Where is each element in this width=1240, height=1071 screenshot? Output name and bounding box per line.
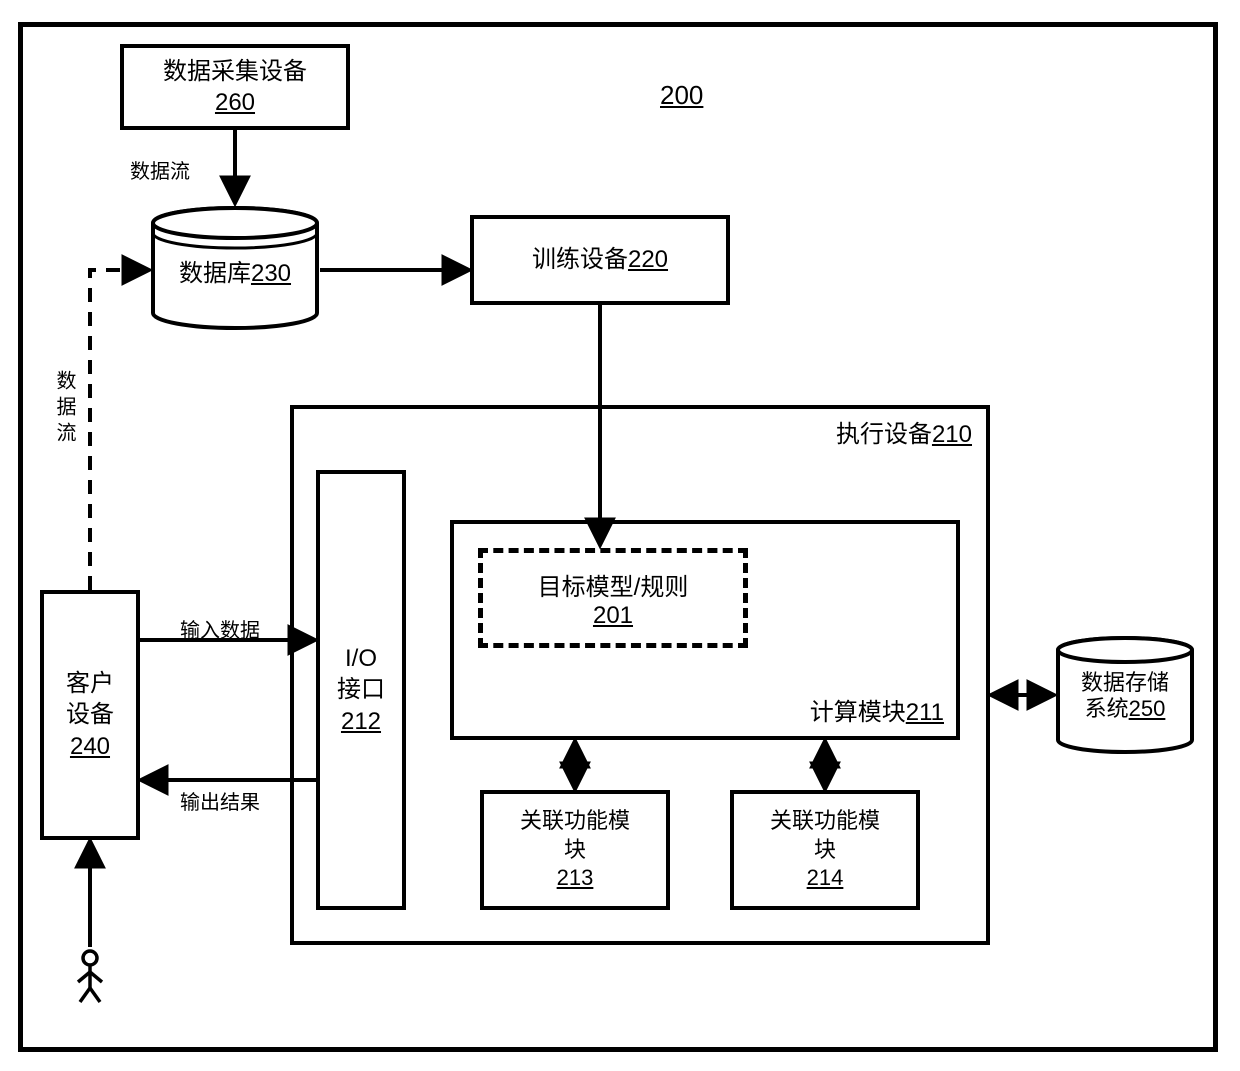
edge-label-data-flow-2: 数据流 xyxy=(50,370,79,448)
node-number: 210 xyxy=(932,421,972,448)
node-label-line1: 客户 xyxy=(66,668,114,699)
node-label-line1: I/O xyxy=(345,643,377,674)
node-label: 计算模块 xyxy=(810,699,906,726)
node-assoc-module-2: 关联功能模 块 214 xyxy=(730,790,920,910)
node-number: 250 xyxy=(1129,696,1166,721)
node-number: 240 xyxy=(70,731,110,762)
node-number: 230 xyxy=(251,260,291,287)
compute-module-title: 计算模块211 xyxy=(810,697,944,728)
node-number: 214 xyxy=(807,864,844,893)
node-client-device: 客户 设备 240 xyxy=(40,590,140,840)
node-label-line2: 设备 xyxy=(66,699,114,730)
node-label-line2: 块 xyxy=(564,836,586,865)
node-label-line1: 关联功能模 xyxy=(770,807,880,836)
node-label-line1: 关联功能模 xyxy=(520,807,630,836)
exec-device-title: 执行设备210 xyxy=(836,419,972,450)
node-label: 数据采集设备 xyxy=(163,56,307,87)
edge-label-output-result: 输出结果 xyxy=(180,786,260,815)
node-target-model: 目标模型/规则 201 xyxy=(478,548,748,648)
node-number: 201 xyxy=(593,602,633,630)
node-label-line2: 接口 xyxy=(337,674,385,705)
system-number: 200 xyxy=(660,80,703,111)
node-label: 训练设备 xyxy=(532,244,628,275)
node-label-line2: 块 xyxy=(814,836,836,865)
node-number: 211 xyxy=(906,699,944,726)
node-io-interface: I/O 接口 212 xyxy=(316,470,406,910)
node-data-storage: 数据存储 系统250 xyxy=(1055,635,1195,755)
node-label: 目标模型/规则 xyxy=(538,567,689,602)
node-number: 212 xyxy=(341,706,381,737)
node-label-line2: 系统 xyxy=(1085,696,1129,721)
node-data-collect: 数据采集设备 260 xyxy=(120,44,350,130)
node-number: 220 xyxy=(628,244,668,275)
node-assoc-module-1: 关联功能模 块 213 xyxy=(480,790,670,910)
node-label: 执行设备 xyxy=(836,421,932,448)
node-label-line1: 数据存储 xyxy=(1055,670,1195,696)
node-number: 213 xyxy=(557,864,594,893)
node-database: 数据库230 xyxy=(150,205,320,330)
node-train-device: 训练设备220 xyxy=(470,215,730,305)
node-number: 260 xyxy=(215,87,255,118)
edge-label-data-flow-1: 数据流 xyxy=(130,155,190,184)
node-label: 数据库 xyxy=(179,260,251,287)
edge-label-input-data: 输入数据 xyxy=(180,614,260,643)
